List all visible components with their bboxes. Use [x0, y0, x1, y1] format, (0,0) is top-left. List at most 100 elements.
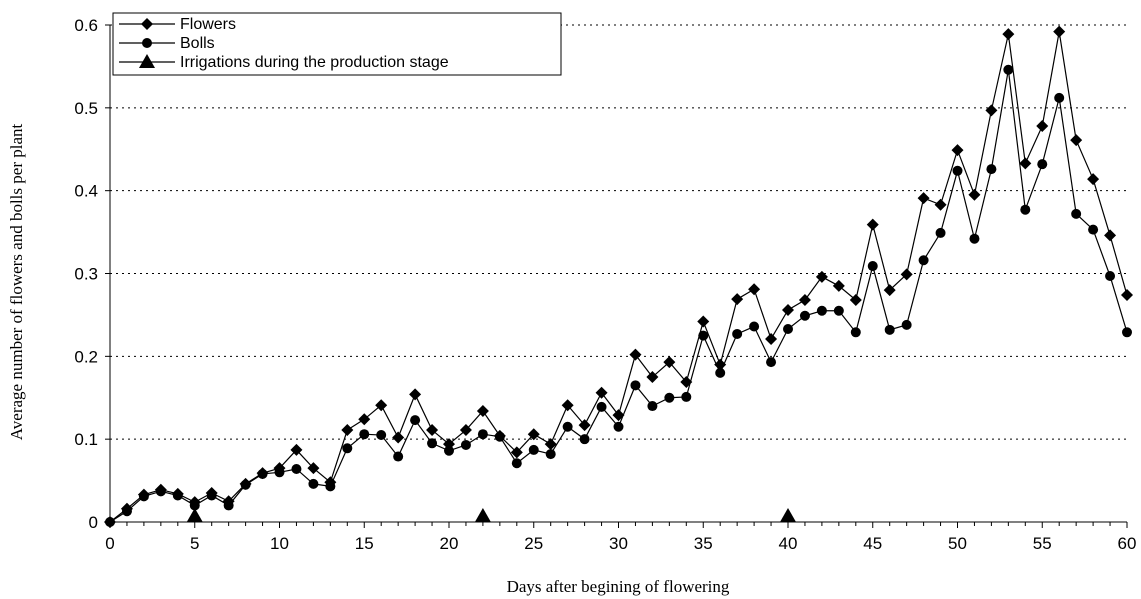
data-point: [376, 430, 387, 441]
data-point: [240, 479, 251, 490]
data-point: [832, 279, 845, 292]
data-point: [189, 500, 200, 511]
legend-label: Flowers: [180, 16, 236, 33]
data-point: [206, 490, 217, 501]
data-point: [291, 463, 302, 474]
data-point: [138, 491, 149, 502]
data-point: [952, 165, 963, 176]
data-point: [121, 506, 132, 517]
data-point: [1003, 64, 1014, 75]
data-point: [409, 388, 422, 401]
y-tick-label: 0.2: [74, 347, 98, 366]
data-point: [427, 438, 438, 449]
data-point: [596, 401, 607, 412]
axes: [105, 24, 1128, 528]
x-tick-label: 45: [863, 534, 882, 553]
x-axis-title: Days after begining of flowering: [507, 577, 730, 596]
data-point: [410, 415, 421, 426]
data-point: [1002, 28, 1015, 41]
data-point: [732, 328, 743, 339]
legend: Flowers Bolls Irrigations during the produ…: [112, 12, 562, 76]
data-point: [1070, 134, 1083, 147]
tick-labels: 0 0.1 0.2 0.3 0.4 0.5 0.6 0 5 10 15 20 25 30 35 40 45 50 5…: [74, 16, 1136, 553]
data-point: [783, 323, 793, 334]
data-point: [629, 348, 642, 361]
data-point: [986, 164, 997, 175]
y-tick-label: 0: [89, 513, 98, 532]
data-point: [900, 268, 913, 281]
data-point: [1037, 159, 1048, 170]
x-tick-label: 0: [105, 534, 114, 553]
data-point: [1071, 208, 1082, 219]
data-point: [664, 392, 675, 403]
data-point: [613, 421, 624, 432]
legend-label: Irrigations during the production stage: [180, 54, 449, 71]
data-point: [545, 449, 556, 460]
x-tick-label: 20: [440, 534, 459, 553]
legend-marker-triangle: [139, 54, 155, 68]
data-point: [579, 434, 590, 445]
data-point: [477, 429, 488, 440]
data-point: [1088, 224, 1099, 235]
x-tick-label: 25: [524, 534, 543, 553]
data-point: [172, 490, 183, 501]
x-tick-label: 40: [779, 534, 798, 553]
data-point: [951, 144, 964, 157]
data-point: [562, 421, 573, 432]
series-layer: [104, 25, 1133, 528]
data-point: [630, 380, 641, 391]
data-point: [647, 401, 658, 412]
data-point: [510, 446, 523, 459]
data-point: [186, 508, 203, 522]
data-point: [748, 283, 761, 296]
data-point: [1020, 204, 1031, 215]
data-point: [969, 233, 980, 244]
y-tick-label: 0.6: [74, 16, 98, 35]
x-tick-label: 5: [190, 534, 199, 553]
data-point: [460, 439, 471, 450]
y-tick-label: 0.4: [74, 182, 98, 201]
data-point: [968, 188, 981, 201]
data-point: [392, 431, 405, 444]
legend-box: [112, 12, 562, 76]
data-point: [459, 424, 472, 437]
data-point: [595, 386, 608, 399]
data-point: [155, 486, 166, 497]
data-point: [578, 419, 591, 432]
data-point: [867, 261, 878, 272]
x-tick-label: 10: [270, 534, 289, 553]
data-point: [342, 443, 353, 454]
data-point: [798, 294, 811, 307]
data-point: [393, 451, 404, 462]
data-point: [527, 428, 540, 441]
data-point: [681, 391, 692, 402]
data-point: [290, 443, 303, 456]
data-point: [715, 367, 726, 378]
x-tick-label: 35: [694, 534, 713, 553]
data-point: [1053, 25, 1066, 38]
data-point: [223, 500, 234, 511]
data-point: [816, 305, 827, 316]
legend-label: Bolls: [180, 35, 215, 52]
data-point: [561, 399, 574, 412]
y-tick-label: 0.5: [74, 99, 98, 118]
data-point: [698, 330, 709, 341]
data-point: [985, 104, 998, 117]
data-point: [934, 198, 947, 211]
data-point: [1122, 327, 1132, 338]
data-point: [359, 429, 370, 440]
data-point: [1019, 157, 1032, 170]
data-point: [884, 324, 895, 335]
data-point: [663, 356, 676, 369]
data-point: [917, 192, 930, 205]
data-point: [646, 371, 659, 384]
y-axis-title: Average number of flowers and bolls per …: [7, 124, 26, 441]
x-tick-label: 30: [609, 534, 628, 553]
data-point: [444, 445, 454, 456]
x-tick-label: 55: [1033, 534, 1052, 553]
data-point: [766, 357, 777, 368]
x-tick-label: 15: [355, 534, 374, 553]
data-point: [866, 218, 879, 231]
